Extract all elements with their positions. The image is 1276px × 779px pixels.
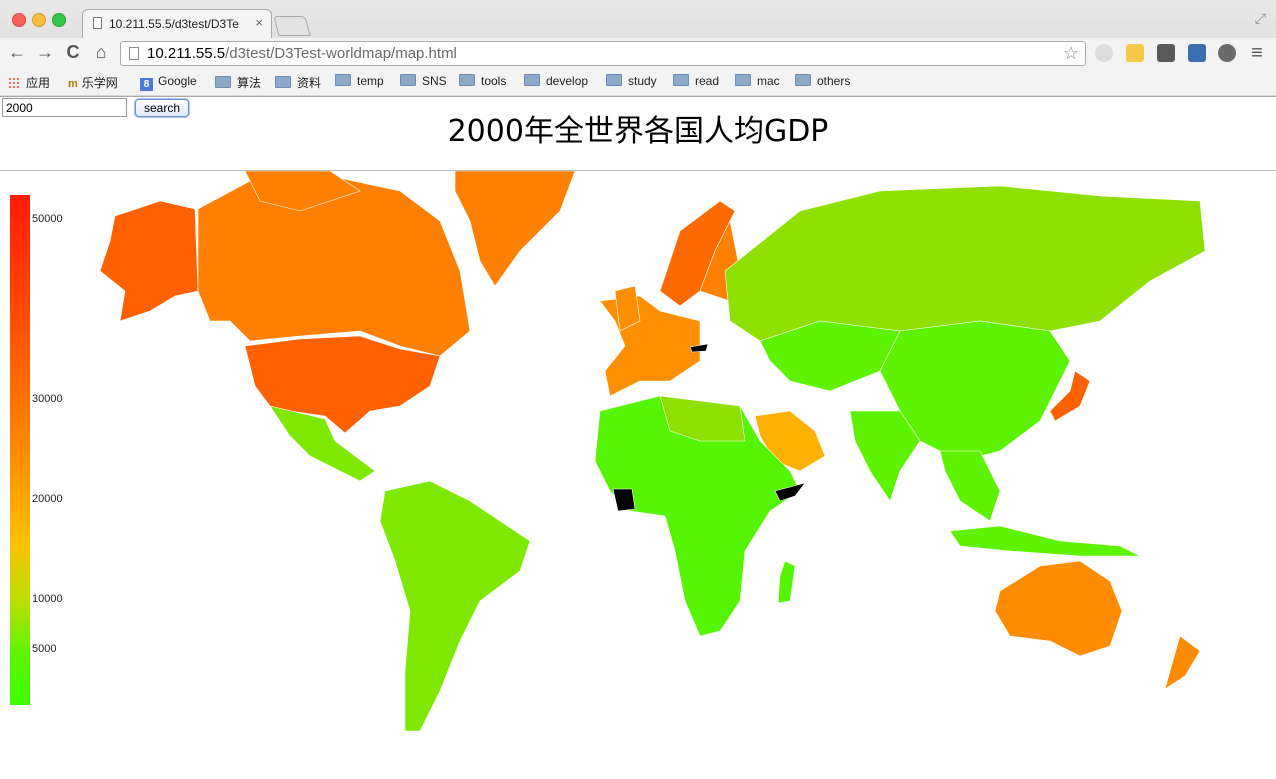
gdp-color-legend: [10, 195, 30, 705]
country-slovakia[interactable]: [689, 343, 709, 353]
country-usa[interactable]: [244, 335, 441, 434]
title-bar: 10.211.55.5/d3test/D3Te × ⤢: [0, 0, 1276, 38]
country-australia[interactable]: [994, 560, 1123, 657]
country-somalia[interactable]: [774, 482, 806, 502]
extension-arrow-icon[interactable]: [1188, 44, 1206, 62]
evernote-icon[interactable]: [1157, 44, 1175, 62]
page-icon: [93, 17, 102, 29]
pocket-icon[interactable]: [1218, 44, 1236, 62]
fullscreen-icon[interactable]: ⤢: [1254, 10, 1266, 26]
map-container: [0, 170, 1276, 779]
folder-icon: [795, 74, 811, 86]
bookmark-folder-develop[interactable]: develop: [524, 74, 588, 88]
tab-close-icon[interactable]: ×: [255, 15, 263, 30]
url-text[interactable]: 10.211.55.5/d3test/D3Test-worldmap/map.h…: [147, 45, 457, 62]
reload-button[interactable]: C: [66, 42, 80, 62]
country-southeast-asia[interactable]: [939, 450, 1001, 522]
maximize-window-button[interactable]: [52, 13, 66, 27]
bookmarks-bar: 应用 m 乐学网 8 Google 算法 资料 temp SNS tools dev…: [0, 70, 1276, 95]
country-alaska[interactable]: [99, 200, 199, 322]
mooc-icon: m: [68, 78, 78, 90]
country-indonesia[interactable]: [949, 525, 1141, 557]
bookmark-folder-temp[interactable]: temp: [335, 74, 384, 88]
extension-globe-icon[interactable]: [1095, 44, 1113, 62]
back-button[interactable]: ←: [8, 42, 26, 62]
page-title: 2000年全世界各国人均GDP: [447, 114, 829, 149]
world-map[interactable]: [0, 171, 1276, 778]
country-madagascar[interactable]: [777, 560, 796, 604]
bookmark-apps[interactable]: 应用: [8, 74, 50, 91]
legend-tick: 20000: [32, 493, 63, 505]
country-south-america[interactable]: [379, 480, 531, 732]
country-russia[interactable]: [724, 185, 1206, 342]
legend-tick: 5000: [32, 643, 57, 655]
bookmark-folder-ziliao[interactable]: 资料: [275, 74, 321, 91]
country-canada-arctic[interactable]: [244, 171, 361, 212]
bookmark-google[interactable]: 8 Google: [140, 74, 197, 91]
bookmark-folder-suanfa[interactable]: 算法: [215, 74, 261, 91]
google-icon: 8: [140, 78, 153, 91]
folder-icon: [215, 76, 231, 88]
country-new-zealand[interactable]: [1164, 635, 1201, 690]
new-tab-button[interactable]: [273, 16, 311, 36]
menu-button[interactable]: ≡: [1251, 42, 1263, 64]
bookmark-folder-tools[interactable]: tools: [459, 74, 506, 88]
tab-title: 10.211.55.5/d3test/D3Te: [109, 17, 239, 31]
country-india[interactable]: [849, 410, 921, 502]
folder-icon: [275, 76, 291, 88]
folder-icon: [673, 74, 689, 86]
nav-toolbar: ← → C ⌂ 10.211.55.5/d3test/D3Test-worldm…: [0, 38, 1276, 70]
address-bar[interactable]: 10.211.55.5/d3test/D3Test-worldmap/map.h…: [120, 41, 1086, 66]
country-north-africa[interactable]: [659, 395, 746, 442]
country-japan[interactable]: [1049, 370, 1091, 422]
forward-button[interactable]: →: [36, 42, 54, 62]
folder-icon: [524, 74, 540, 86]
country-cote-divoire[interactable]: [612, 488, 636, 512]
bookmark-star-icon[interactable]: ☆: [1062, 43, 1079, 63]
legend-tick: 50000: [32, 213, 63, 225]
country-canada[interactable]: [197, 175, 471, 357]
extension-yellow-icon[interactable]: [1126, 44, 1144, 62]
minimize-window-button[interactable]: [32, 13, 46, 27]
folder-icon: [400, 74, 416, 86]
country-central-asia[interactable]: [759, 320, 901, 392]
bookmark-lexue[interactable]: m 乐学网: [68, 76, 118, 90]
country-western-europe[interactable]: [599, 295, 701, 397]
bookmark-folder-mac[interactable]: mac: [735, 74, 780, 88]
folder-icon: [335, 74, 351, 86]
folder-icon: [606, 74, 622, 86]
bookmark-folder-read[interactable]: read: [673, 74, 719, 88]
country-greenland[interactable]: [454, 171, 576, 287]
bookmark-folder-sns[interactable]: SNS: [400, 74, 447, 88]
folder-icon: [459, 74, 475, 86]
year-search-input[interactable]: [2, 98, 127, 117]
country-uk[interactable]: [614, 285, 641, 332]
page-icon: [129, 47, 139, 60]
legend-tick: 30000: [32, 393, 63, 405]
tab-active[interactable]: 10.211.55.5/d3test/D3Te ×: [82, 9, 272, 38]
legend-tick: 10000: [32, 593, 63, 605]
home-button[interactable]: ⌂: [95, 42, 107, 62]
browser-chrome: 10.211.55.5/d3test/D3Te × ⤢ ← → C ⌂ 10.2…: [0, 0, 1276, 97]
bookmark-folder-others[interactable]: others: [795, 74, 850, 88]
country-mexico[interactable]: [269, 405, 376, 482]
search-button[interactable]: search: [135, 99, 189, 117]
bookmark-folder-study[interactable]: study: [606, 74, 657, 88]
folder-icon: [735, 74, 751, 86]
apps-icon: [8, 77, 20, 89]
close-window-button[interactable]: [12, 13, 26, 27]
